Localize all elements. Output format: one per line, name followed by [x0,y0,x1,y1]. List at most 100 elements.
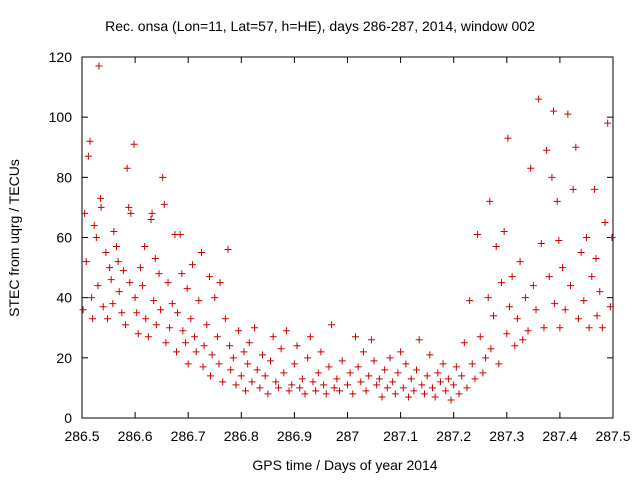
data-point [84,152,92,160]
data-point [322,390,330,398]
data-point [370,357,378,365]
data-point [207,372,215,380]
data-point [221,315,229,323]
data-point [582,234,590,241]
data-point [405,393,413,401]
x-tick-label: 287.2 [436,428,471,444]
y-tick-label: 40 [56,290,72,306]
data-point [564,110,572,118]
data-point [259,351,267,359]
data-point [386,354,394,362]
data-point [97,203,105,211]
data-point [92,234,100,241]
data-point [82,258,90,266]
data-point [178,270,186,278]
axis-ticks: 286.5 286.6 286.7 286.8 286.9 287 287.1 287.2 28… [49,49,631,444]
x-tick-label: 287.4 [542,428,577,444]
data-point [503,330,511,338]
data-point [102,249,110,257]
data-point [229,354,237,362]
data-point [532,306,540,314]
data-point [402,360,410,368]
data-point [537,240,545,248]
data-point [333,375,341,383]
data-point [460,339,468,347]
data-point [168,300,176,308]
data-point [513,315,521,323]
data-point [130,140,138,148]
data-point [160,200,168,208]
data-point [152,321,160,329]
data-point [242,387,250,395]
data-point [133,309,141,317]
data-point [309,378,317,386]
x-tick-label: 286.5 [64,428,99,444]
data-point [354,363,362,371]
data-point [519,336,527,344]
data-point [381,366,389,374]
data-point [391,390,399,398]
data-point [413,366,421,374]
data-point [195,297,203,305]
data-point [274,384,282,392]
data-point [94,282,102,290]
data-point [561,306,569,314]
data-point [79,306,87,314]
data-point [540,324,548,332]
data-point [399,384,407,392]
data-point [378,393,386,401]
y-tick-label: 20 [56,350,72,366]
data-point [191,333,199,341]
data-point [608,234,616,241]
data-point [548,173,556,181]
data-point [410,387,418,395]
data-point [199,363,207,371]
data-point [344,381,351,389]
data-point [203,321,211,329]
data-point [490,312,498,320]
data-point [136,264,144,272]
data-point [336,387,344,395]
data-point [126,279,134,287]
data-point [479,369,487,377]
data-point [606,303,614,311]
data-point [407,375,415,383]
data-point [110,227,118,235]
data-point [215,360,223,368]
data-point [588,273,596,281]
data-point [173,348,181,356]
data-point [577,249,585,257]
data-point [569,185,577,193]
data-point [535,95,543,103]
x-tick-label: 286.7 [171,428,206,444]
data-point [415,336,423,344]
chart-title: Rec. onsa (Lon=11, Lat=57, h=HE), days 2… [105,18,535,34]
data-point [574,315,582,323]
data-point [527,164,535,172]
data-point [580,297,588,305]
data-point [151,255,159,263]
data-point [351,333,359,341]
data-point [444,375,452,383]
data-point [545,273,553,281]
x-tick-label: 287 [336,428,360,444]
data-point [375,375,383,383]
data-point [144,333,152,341]
data-point [216,279,224,287]
data-point [179,327,187,335]
data-point [486,197,494,205]
data-point [182,339,190,347]
data-point [248,378,256,386]
data-point [122,321,130,329]
data-point [237,372,245,380]
data-point [468,360,476,368]
data-point [418,381,426,389]
data-point [504,134,512,142]
data-point [487,345,495,353]
data-point [314,369,322,377]
data-point [296,384,304,392]
data-point [97,194,105,202]
data-point [127,209,135,217]
data-point [325,363,333,371]
data-point [458,372,466,380]
